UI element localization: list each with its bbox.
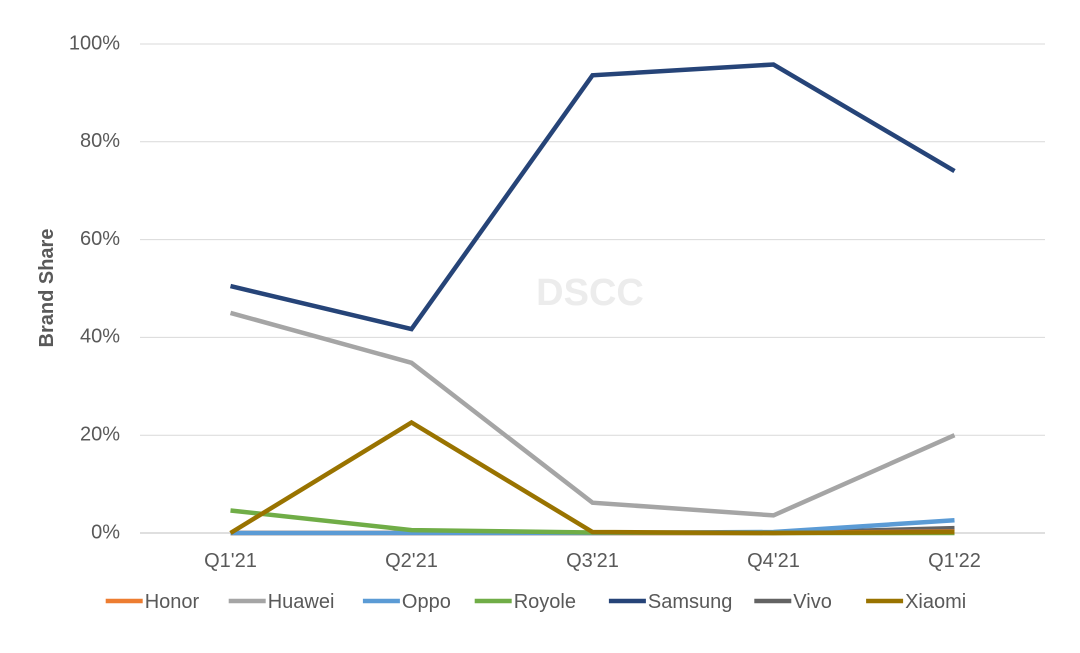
x-tick-label: Q3'21 [566, 550, 619, 572]
y-tick-label: 80% [80, 130, 120, 152]
legend-label: Honor [145, 591, 200, 613]
y-tick-label: 60% [80, 228, 120, 250]
legend-label: Vivo [793, 591, 832, 613]
legend-label: Samsung [648, 591, 733, 613]
legend-label: Huawei [268, 591, 335, 613]
series-lines [229, 62, 956, 536]
legend-item-oppo: Oppo [362, 591, 451, 613]
legend-item-huawei: Huawei [228, 591, 335, 613]
x-tick-label: Q2'21 [385, 550, 438, 572]
series-line-huawei [229, 310, 956, 518]
y-tick-label: 100% [69, 32, 120, 54]
legend-item-xiaomi: Xiaomi [866, 591, 966, 613]
y-axis-label: Brand Share [36, 229, 58, 348]
y-axis-ticks: 0% 20% 40% 60% 80% 100% [69, 32, 120, 543]
x-tick-label: Q1'21 [204, 550, 257, 572]
legend: Honor Huawei Oppo Royole Samsung Vivo Xiaomi [105, 591, 966, 613]
series-line-samsung [229, 62, 956, 332]
legend-label: Oppo [402, 591, 451, 613]
legend-item-vivo: Vivo [754, 591, 832, 613]
y-tick-label: 20% [80, 423, 120, 445]
y-tick-label: 0% [91, 521, 120, 543]
y-tick-label: 40% [80, 326, 120, 348]
legend-label: Xiaomi [905, 591, 966, 613]
legend-item-samsung: Samsung [608, 591, 733, 613]
x-tick-label: Q1'22 [928, 550, 981, 572]
series-line-xiaomi [229, 419, 955, 536]
x-axis-ticks: Q1'21 Q2'21 Q3'21 Q4'21 Q1'22 [204, 550, 981, 572]
legend-item-honor: Honor [105, 591, 200, 613]
watermark-text: DSCC [536, 272, 644, 314]
x-tick-label: Q4'21 [747, 550, 800, 572]
legend-item-royole: Royole [474, 591, 576, 613]
legend-label: Royole [514, 591, 576, 613]
